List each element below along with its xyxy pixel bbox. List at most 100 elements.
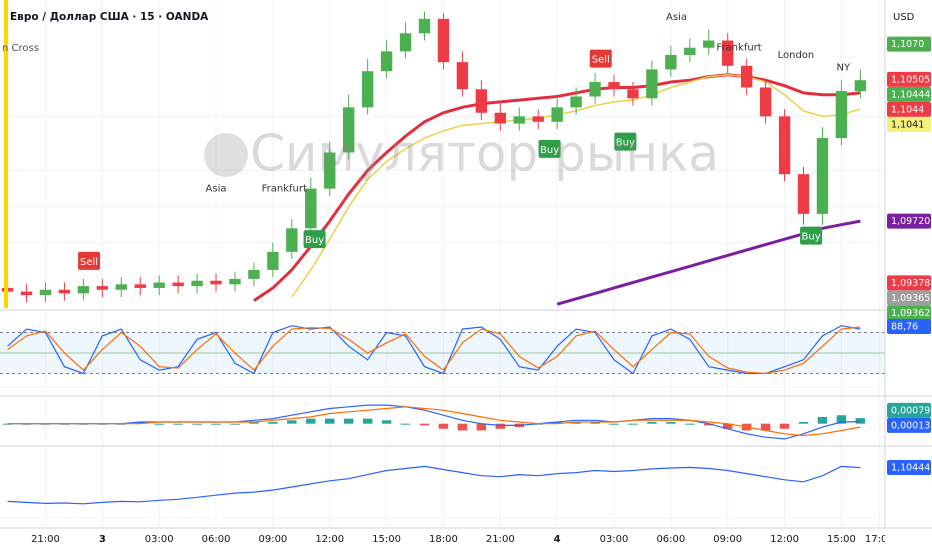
candle-body (361, 71, 374, 108)
histogram-bar (400, 423, 411, 425)
x-tick-label: 06:00 (656, 534, 685, 545)
x-tick-label: 03:00 (145, 534, 174, 545)
price-badge-label: 1,09362 (891, 308, 930, 319)
session-label: London (778, 50, 815, 61)
histogram-bar (798, 422, 809, 424)
candle-body (589, 82, 601, 97)
histogram-bar (457, 423, 468, 431)
candle-body (551, 107, 563, 122)
candle-body (532, 116, 544, 122)
session-label: Asia (666, 12, 687, 23)
histogram-bar (249, 422, 259, 424)
candle-body (759, 87, 772, 117)
signal-badge (589, 49, 612, 68)
histogram-bar (2, 423, 13, 425)
price-badge-label: 1,1044 (891, 104, 924, 115)
histogram-bar (362, 418, 373, 424)
histogram-bar (628, 423, 638, 425)
line-series (7, 404, 861, 440)
session-label: Asia (206, 184, 227, 195)
candle-body (77, 286, 90, 294)
candle-body (608, 82, 620, 90)
candle-body (703, 40, 715, 48)
price-badge-label: 0,00013 (891, 420, 930, 431)
indicator-name: n Cross (2, 43, 39, 54)
x-tick-label: 21:00 (31, 534, 60, 545)
candle-body (665, 54, 677, 70)
histogram-bar (817, 416, 828, 424)
x-tick-label: 15:00 (827, 534, 856, 545)
candle-body (740, 65, 753, 88)
histogram-bar (381, 420, 392, 424)
price-badge-label: 0,00079 (891, 405, 930, 416)
signal-label: Buy (540, 145, 559, 156)
price-badge-label: 1,09378 (891, 278, 930, 289)
signal-badge (303, 230, 326, 249)
histogram-bar (419, 423, 430, 426)
histogram-bar (590, 422, 600, 424)
candle-body (39, 289, 52, 296)
candle-body (797, 174, 810, 214)
x-tick-label: 17:00 (865, 534, 894, 545)
price-badge-label: 1,10444 (891, 89, 930, 100)
histogram-bar (154, 423, 164, 425)
candle-body (494, 112, 506, 124)
x-tick-label: 06:00 (202, 534, 231, 545)
x-tick-label: 12:00 (770, 534, 799, 545)
candle-body (854, 80, 867, 92)
histogram-bar (647, 422, 657, 424)
histogram-bar (173, 423, 183, 425)
price-badge (887, 86, 931, 102)
x-tick-label: 12:00 (315, 534, 344, 545)
price-badge-label: 88,76 (891, 322, 918, 333)
histogram-bar (666, 422, 676, 424)
histogram-bar (192, 423, 202, 425)
histogram-bar (836, 415, 847, 424)
price-badge (887, 275, 931, 291)
signal-label: Sell (80, 257, 98, 268)
overlay: 1,1070 1,10505 1,10444 1,1044 1,1041 1,09720 1… (887, 36, 931, 476)
histogram-bar (135, 422, 145, 424)
histogram-bar (306, 418, 316, 424)
signal-badge (538, 139, 561, 158)
candle-body (286, 228, 298, 252)
candle-body (210, 280, 222, 285)
signal-label: Buy (802, 232, 821, 243)
price-badge (887, 402, 931, 418)
histogram-bar (552, 422, 562, 424)
line-series (7, 406, 861, 437)
price-badge (887, 305, 931, 321)
price-badge-label: 1,09365 (891, 293, 930, 304)
candle-body (399, 33, 412, 52)
session-label: Frankfurt (716, 43, 761, 54)
histogram-bar (685, 423, 695, 425)
x-tick-label: 09:00 (258, 534, 287, 545)
candle-body (324, 152, 336, 189)
price-badge (887, 36, 931, 52)
watermark: Симулятор рынка (250, 125, 719, 183)
price-badge (887, 101, 931, 117)
signal-badge (800, 226, 823, 245)
signal-label: Sell (592, 55, 610, 66)
candle-body (20, 291, 33, 296)
histogram-bar (855, 418, 866, 424)
histogram-bar (722, 423, 733, 429)
line-series (7, 465, 861, 505)
candle-body (172, 282, 184, 287)
highlight-bar (4, 0, 8, 308)
x-tick-label: 15:00 (372, 534, 401, 545)
price-badge-label: 1,1070 (891, 39, 924, 50)
candle-body (513, 116, 525, 124)
price-badge (887, 71, 931, 87)
signal-badge (78, 251, 101, 270)
candle-body (778, 116, 791, 175)
histogram-bar (211, 423, 221, 425)
chart-title: Евро / Доллар США · 15 · OANDA (10, 11, 209, 23)
candle-body (835, 91, 848, 139)
candle-body (380, 51, 393, 72)
candle-body (134, 284, 146, 288)
candle-body (475, 89, 488, 113)
